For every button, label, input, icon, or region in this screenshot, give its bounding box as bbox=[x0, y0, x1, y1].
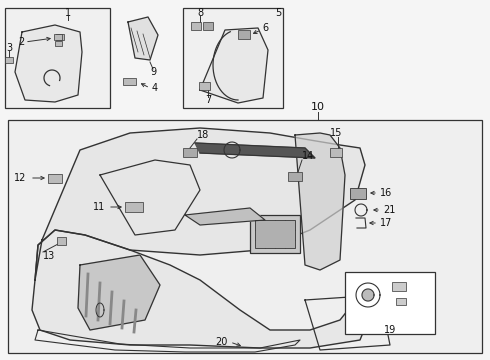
Text: 12: 12 bbox=[14, 173, 26, 183]
Text: 7: 7 bbox=[205, 95, 211, 105]
Text: 20: 20 bbox=[215, 337, 227, 347]
Text: 8: 8 bbox=[197, 8, 203, 18]
Bar bbox=[183, 148, 197, 157]
Polygon shape bbox=[78, 255, 160, 330]
Polygon shape bbox=[32, 230, 370, 348]
Bar bbox=[191, 22, 201, 30]
Bar bbox=[350, 188, 366, 199]
Polygon shape bbox=[362, 289, 374, 301]
Bar bbox=[203, 22, 213, 30]
Bar bbox=[56, 34, 64, 40]
Bar bbox=[5, 8, 110, 108]
Text: 14: 14 bbox=[302, 151, 314, 161]
Bar bbox=[55, 41, 62, 46]
Text: 13: 13 bbox=[43, 251, 55, 261]
Text: 10: 10 bbox=[311, 102, 325, 112]
Bar bbox=[250, 215, 300, 253]
Polygon shape bbox=[200, 28, 268, 103]
Polygon shape bbox=[295, 133, 345, 270]
Text: 17: 17 bbox=[380, 218, 392, 228]
Text: 2: 2 bbox=[18, 37, 24, 47]
Bar bbox=[238, 30, 250, 39]
Polygon shape bbox=[185, 208, 265, 225]
Text: 15: 15 bbox=[330, 128, 343, 138]
Text: 11: 11 bbox=[93, 202, 105, 212]
Polygon shape bbox=[15, 25, 82, 102]
Bar bbox=[54, 34, 62, 40]
Polygon shape bbox=[35, 128, 365, 280]
Text: 19: 19 bbox=[384, 325, 396, 335]
Text: 5: 5 bbox=[275, 8, 281, 18]
Bar bbox=[125, 202, 143, 212]
Bar bbox=[396, 298, 406, 305]
Text: 3: 3 bbox=[6, 43, 12, 53]
Bar bbox=[5, 57, 13, 63]
Polygon shape bbox=[128, 17, 158, 60]
Text: 4: 4 bbox=[152, 83, 158, 93]
Bar bbox=[199, 82, 210, 90]
Text: 9: 9 bbox=[150, 67, 156, 77]
Text: 1: 1 bbox=[65, 8, 71, 18]
Bar bbox=[57, 237, 66, 245]
Polygon shape bbox=[195, 143, 315, 158]
Bar bbox=[255, 220, 295, 248]
Text: 21: 21 bbox=[383, 205, 395, 215]
Text: 6: 6 bbox=[262, 23, 268, 33]
Bar bbox=[392, 282, 406, 291]
Text: 18: 18 bbox=[197, 130, 209, 140]
Bar bbox=[123, 78, 136, 85]
Bar bbox=[345, 272, 435, 334]
Bar bbox=[288, 172, 302, 181]
Bar bbox=[8, 120, 482, 353]
Bar bbox=[330, 148, 342, 157]
Text: 16: 16 bbox=[380, 188, 392, 198]
Bar bbox=[48, 174, 62, 183]
Bar bbox=[183, 8, 283, 108]
